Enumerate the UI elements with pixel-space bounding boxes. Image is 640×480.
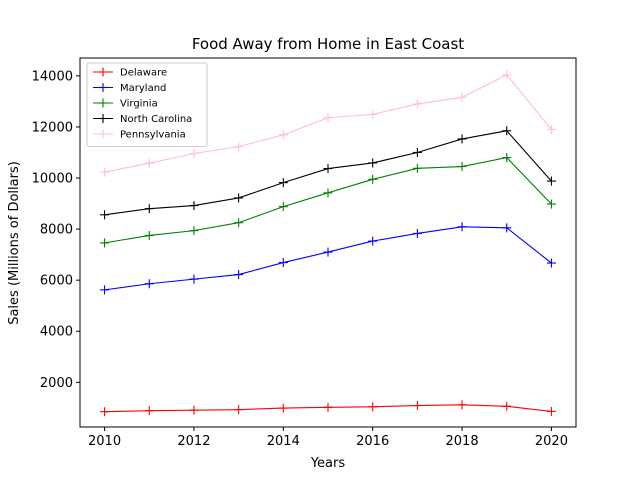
- data-point-north-carolina: [368, 158, 378, 168]
- data-point-pennsylvania: [189, 149, 199, 159]
- x-tick-label: 2012: [177, 434, 210, 449]
- y-tick-label: 8000: [40, 223, 73, 238]
- data-point-virginia: [368, 174, 378, 184]
- data-point-pennsylvania: [100, 167, 110, 177]
- data-point-maryland: [368, 236, 378, 246]
- chart-title: Food Away from Home in East Coast: [192, 35, 464, 53]
- data-point-delaware: [546, 406, 556, 416]
- data-point-maryland: [278, 258, 288, 268]
- legend: Delaware Maryland Virginia North Carolina Pe…: [86, 62, 208, 147]
- data-point-maryland: [502, 223, 512, 233]
- data-point-pennsylvania: [412, 99, 422, 109]
- data-point-pennsylvania: [368, 109, 378, 119]
- x-tick-label: 2010: [88, 434, 121, 449]
- legend-label: North Carolina: [120, 114, 192, 125]
- data-point-delaware: [100, 407, 110, 417]
- data-point-virginia: [100, 238, 110, 248]
- data-point-maryland: [100, 285, 110, 295]
- legend-label: Virginia: [120, 99, 158, 110]
- legend-label: Maryland: [120, 83, 166, 94]
- legend-item-maryland: Maryland: [93, 83, 166, 94]
- legend-item-delaware: Delaware: [93, 67, 167, 79]
- plot-area: 2010 2012 2014 2016 2018 2020 2000 4000 6000 8000…: [32, 57, 577, 449]
- legend-box: [86, 62, 208, 147]
- data-point-virginia: [323, 188, 333, 198]
- data-point-virginia: [546, 199, 556, 209]
- data-point-delaware: [234, 405, 244, 415]
- data-point-pennsylvania: [323, 113, 333, 123]
- x-axis-label: Years: [310, 456, 346, 471]
- data-point-delaware: [189, 405, 199, 415]
- data-point-pennsylvania: [502, 70, 512, 80]
- data-point-delaware: [412, 401, 422, 411]
- series-line-maryland: [104, 226, 552, 291]
- data-point-north-carolina: [278, 178, 288, 188]
- data-point-north-carolina: [100, 210, 110, 220]
- data-point-delaware: [368, 402, 378, 412]
- x-tick-label: 2018: [446, 434, 479, 449]
- x-tick-label: 2014: [267, 434, 300, 449]
- x-tick-label: 2020: [535, 434, 568, 449]
- data-point-maryland: [457, 222, 467, 232]
- legend-label: Delaware: [120, 68, 167, 79]
- data-point-pennsylvania: [278, 130, 288, 140]
- data-point-north-carolina: [144, 204, 154, 214]
- data-point-north-carolina: [502, 126, 512, 136]
- data-point-north-carolina: [457, 134, 467, 144]
- data-point-north-carolina: [412, 147, 422, 157]
- data-point-virginia: [189, 226, 199, 236]
- data-point-maryland: [189, 274, 199, 284]
- data-point-pennsylvania: [457, 92, 467, 102]
- y-axis-label: Sales (Millions of Dollars): [7, 161, 22, 325]
- data-point-maryland: [412, 228, 422, 238]
- y-tick-label: 12000: [32, 120, 73, 135]
- data-point-pennsylvania: [144, 158, 154, 168]
- data-point-virginia: [457, 162, 467, 172]
- plot-frame: [79, 57, 577, 428]
- y-tick-label: 14000: [32, 69, 73, 84]
- data-point-virginia: [278, 202, 288, 212]
- data-point-north-carolina: [323, 164, 333, 174]
- data-point-delaware: [144, 406, 154, 416]
- data-point-virginia: [144, 230, 154, 240]
- data-point-pennsylvania: [546, 125, 556, 135]
- data-point-delaware: [323, 402, 333, 412]
- y-tick-label: 2000: [40, 376, 73, 391]
- data-point-virginia: [502, 153, 512, 163]
- data-point-maryland: [323, 247, 333, 257]
- legend-label: Pennsylvania: [120, 130, 186, 141]
- data-point-pennsylvania: [234, 142, 244, 152]
- data-point-maryland: [144, 279, 154, 289]
- data-point-maryland: [546, 258, 556, 268]
- data-point-virginia: [234, 218, 244, 228]
- legend-item-north-carolina: North Carolina: [93, 114, 192, 125]
- y-tick-label: 6000: [40, 274, 73, 289]
- data-point-virginia: [412, 163, 422, 173]
- data-point-delaware: [278, 403, 288, 413]
- data-point-delaware: [457, 400, 467, 410]
- x-tick-label: 2016: [356, 434, 389, 449]
- legend-item-virginia: Virginia: [93, 98, 158, 110]
- legend-item-pennsylvania: Pennsylvania: [93, 129, 186, 141]
- data-point-delaware: [502, 401, 512, 411]
- data-point-north-carolina: [189, 201, 199, 211]
- y-tick-label: 10000: [32, 172, 73, 187]
- data-point-maryland: [234, 270, 244, 280]
- data-point-north-carolina: [234, 193, 244, 203]
- data-point-north-carolina: [546, 176, 556, 186]
- y-tick-label: 4000: [40, 325, 73, 340]
